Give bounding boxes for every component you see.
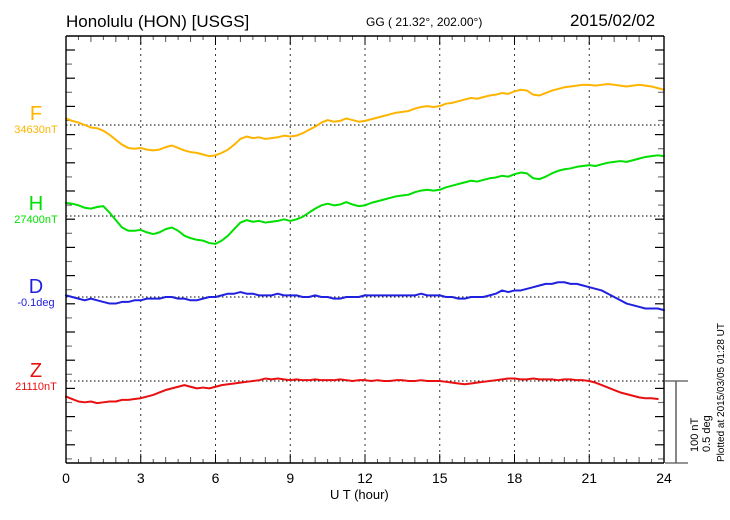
component-name-h: H: [28, 193, 44, 215]
scale-bar-label: 100 nT 0.5 deg: [689, 415, 713, 452]
component-label-h: H 27400nT: [6, 194, 66, 227]
x-axis-label: U T (hour): [330, 487, 389, 502]
observation-date: 2015/02/02: [570, 11, 656, 30]
plotted-at-timestamp: Plotted at 2015/03/05 01:28 UT: [716, 323, 727, 462]
component-label-z: Z 21110nT: [6, 361, 66, 394]
component-name-z: Z: [29, 360, 43, 382]
component-baseline-h: 27400nT: [14, 214, 58, 226]
x-axis-tick-labels: 0 3 6 9 12 15 18 21 24: [62, 470, 672, 486]
gridlines: [140, 36, 590, 463]
component-baseline-d: -0.1deg: [17, 297, 55, 309]
x-tick-label: 21: [581, 470, 597, 486]
component-label-d: D -0.1deg: [6, 277, 66, 310]
x-tick-label: 15: [432, 470, 448, 486]
x-tick-label: 12: [357, 470, 373, 486]
x-tick-label: 24: [656, 470, 672, 486]
component-name-d: D: [28, 276, 44, 298]
scale-bar-nt: 100 nT: [689, 417, 701, 452]
trace-z: [65, 377, 659, 405]
trace-d: [65, 281, 665, 312]
component-name-f: F: [29, 103, 43, 125]
page-title: Honolulu (HON) [USGS]: [66, 12, 250, 31]
x-tick-label: 18: [507, 470, 523, 486]
trace-h: [65, 154, 665, 245]
x-tick-label: 0: [62, 470, 70, 486]
component-baseline-z: 21110nT: [15, 381, 57, 393]
data-traces: [65, 83, 665, 405]
geographic-coordinates: GG ( 21.32°, 202.00°): [366, 15, 483, 29]
component-label-f: F 34630nT: [6, 104, 66, 137]
x-tick-label: 9: [286, 470, 294, 486]
scale-bar: [665, 380, 688, 464]
plot-frame: [65, 35, 665, 464]
scale-bar-deg: 0.5 deg: [701, 415, 713, 452]
trace-f: [65, 83, 665, 158]
x-tick-label: 3: [137, 470, 145, 486]
x-tick-label: 6: [212, 470, 220, 486]
axis-ticks: [66, 36, 664, 463]
component-baseline-f: 34630nT: [14, 124, 58, 136]
